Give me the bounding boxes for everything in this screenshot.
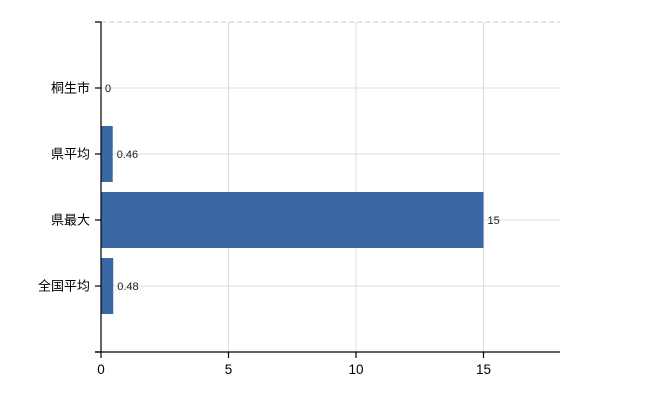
x-tick-label: 15 — [476, 362, 491, 377]
bar-value-label: 15 — [488, 215, 500, 227]
category-label: 県平均 — [51, 147, 90, 162]
category-label: 桐生市 — [51, 81, 90, 96]
bar-value-label: 0.46 — [117, 149, 138, 161]
x-tick-label: 0 — [97, 362, 105, 377]
category-label: 県最大 — [51, 213, 90, 228]
bar — [101, 126, 113, 182]
bar-value-label: 0.48 — [117, 281, 138, 293]
bar — [101, 192, 484, 248]
x-tick-label: 5 — [225, 362, 233, 377]
y-axis — [95, 21, 102, 353]
bar-value-label: 0 — [105, 83, 111, 95]
bar — [101, 258, 114, 314]
x-tick-label: 10 — [348, 362, 363, 377]
category-label: 全国平均 — [38, 279, 90, 294]
